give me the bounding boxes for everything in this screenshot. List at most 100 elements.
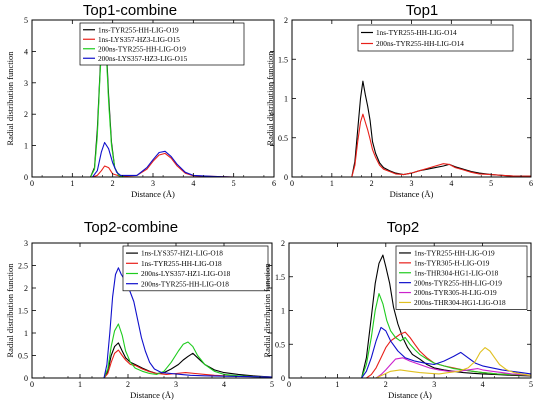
series-line-3: [32, 32, 274, 177]
panel-title: Top1: [406, 2, 439, 19]
legend-label-3: 200ns-TYR255-HH-LIG-O19: [98, 44, 186, 53]
series-line-1: [289, 254, 531, 378]
legend-label-6: 200ns-THR304-HG1-LIG-O18: [414, 298, 506, 307]
series-group: [32, 22, 274, 177]
panel-title: Top1-combine: [83, 2, 177, 19]
x-tick-label: 4: [449, 179, 453, 188]
y-tick-label: 4: [24, 47, 28, 56]
y-axis-label: Radial distribution function: [265, 51, 275, 146]
legend-label-1: 1ns-TYR255-HH-LIG-O14: [376, 28, 457, 37]
legend-label-1: 1ns-TYR255-HH-LIG-O19: [414, 249, 495, 258]
x-tick-label: 0: [30, 380, 34, 389]
series-line-4: [289, 326, 531, 378]
legend-label-1: 1ns-TYR255-HH-LIG-O19: [98, 25, 179, 34]
y-axis-label: Radial distribution function: [5, 263, 15, 358]
panel-title: Top2-combine: [84, 219, 178, 236]
x-tick-label: 3: [174, 380, 178, 389]
y-tick-label: 2.5: [18, 262, 28, 271]
y-tick-label: 1: [24, 329, 28, 338]
legend: 1ns-TYR255-HH-LIG-O14 200ns-TYR255-HH-LIG…: [357, 24, 514, 52]
x-tick-label: 5: [232, 179, 236, 188]
series-line-5: [289, 357, 531, 378]
legend-box: [357, 24, 514, 52]
legend-label-2: 200ns-TYR255-HH-LIG-O14: [376, 39, 464, 48]
y-tick-label: 1.5: [275, 273, 285, 282]
x-tick-label: 4: [191, 179, 195, 188]
legend-box: [395, 245, 528, 310]
y-tick-label: 2: [24, 110, 28, 119]
x-tick-label: 3: [151, 179, 155, 188]
series-line-3: [32, 323, 272, 378]
chart-panel-2: Top1 0 1 2 3 4 5 6 0 0.5 1 1.5 2 Distance (Å) Radial d…: [265, 2, 533, 199]
x-tick-label: 5: [489, 179, 493, 188]
y-tick-label: 0: [24, 374, 28, 383]
x-tick-label: 0: [287, 380, 291, 389]
series-line-2: [32, 349, 272, 378]
legend-label-3: 200ns-LYS357-HZ1-LIG-O18: [141, 269, 231, 278]
series-line-1: [292, 80, 531, 177]
x-tick-label: 6: [529, 179, 533, 188]
y-tick-label: 5: [24, 16, 28, 25]
y-tick-label: 2: [284, 16, 288, 25]
y-axis-label: Radial distribution function: [5, 51, 15, 146]
y-tick-label: 2: [24, 284, 28, 293]
y-tick-label: 1: [281, 307, 285, 316]
legend: 1ns-LYS357-HZ1-LIG-O181ns-TYR255-HH-LIG-…: [122, 245, 269, 292]
y-tick-label: 3: [24, 239, 28, 248]
x-tick-label: 3: [432, 380, 436, 389]
series-line-2: [292, 113, 531, 177]
x-tick-label: 1: [330, 179, 334, 188]
y-tick-label: 1.5: [18, 307, 28, 316]
series-line-4: [32, 267, 272, 378]
x-axis-label: Distance (Å): [131, 189, 175, 199]
x-tick-label: 5: [270, 380, 274, 389]
y-tick-label: 2: [281, 239, 285, 248]
legend-label-2: 1ns-TYR255-HH-LIG-O18: [141, 259, 222, 268]
legend: 1ns-TYR255-HH-LIG-O191ns-TYR305-H-LIG-O1…: [395, 245, 528, 310]
y-tick-label: 0.5: [275, 340, 285, 349]
series-line-3: [289, 293, 531, 378]
x-tick-label: 1: [70, 179, 74, 188]
legend-box: [122, 245, 269, 292]
x-tick-label: 0: [290, 179, 294, 188]
x-tick-label: 1: [335, 380, 339, 389]
x-axis-label: Distance (Å): [390, 189, 434, 199]
y-tick-label: 0: [281, 374, 285, 383]
legend-label-1: 1ns-LYS357-HZ1-LIG-O18: [141, 249, 223, 258]
y-tick-label: 0.5: [18, 352, 28, 361]
y-tick-label: 1.5: [278, 55, 288, 64]
series-group: [292, 80, 531, 177]
legend: 1ns-TYR255-HH-LIG-O191ns-LYS357-HZ3-LIG-…: [79, 22, 245, 66]
x-axis-label: Distance (Å): [130, 390, 174, 400]
x-axis-label: Distance (Å): [388, 390, 432, 400]
x-tick-label: 3: [410, 179, 414, 188]
series-group: [32, 267, 272, 378]
y-tick-label: 0: [284, 173, 288, 182]
series-line-6: [289, 347, 531, 378]
legend-label-5: 200ns-TYR305-H-LIG-O19: [414, 288, 497, 297]
x-tick-label: 4: [481, 380, 485, 389]
series-line-4: [32, 141, 274, 177]
legend-label-4: 200ns-LYS357-HZ3-LIG-O15: [98, 54, 188, 63]
x-tick-label: 2: [370, 179, 374, 188]
legend-label-4: 200ns-TYR255-HH-LIG-O19: [414, 278, 502, 287]
x-tick-label: 4: [222, 380, 226, 389]
legend-label-4: 200ns-TYR255-HH-LIG-O18: [141, 279, 229, 288]
y-tick-label: 0: [24, 173, 28, 182]
x-tick-label: 5: [529, 380, 533, 389]
chart-panel-1: Top1-combine 0 1 2 3 4 5 6 0 1 2 3 4 5 Distance (Å) Rad…: [5, 2, 276, 199]
x-tick-label: 0: [30, 179, 34, 188]
series-group: [289, 254, 531, 378]
legend-label-2: 1ns-LYS357-HZ3-LIG-O15: [98, 35, 180, 44]
x-tick-label: 2: [126, 380, 130, 389]
x-tick-label: 2: [111, 179, 115, 188]
y-axis-label: Radial distribution function: [262, 263, 272, 358]
legend-label-3: 1ns-THR304-HG1-LIG-O18: [414, 268, 499, 277]
panel-title: Top2: [387, 219, 420, 236]
y-tick-label: 1: [284, 95, 288, 104]
x-tick-label: 2: [384, 380, 388, 389]
y-tick-label: 0.5: [278, 134, 288, 143]
